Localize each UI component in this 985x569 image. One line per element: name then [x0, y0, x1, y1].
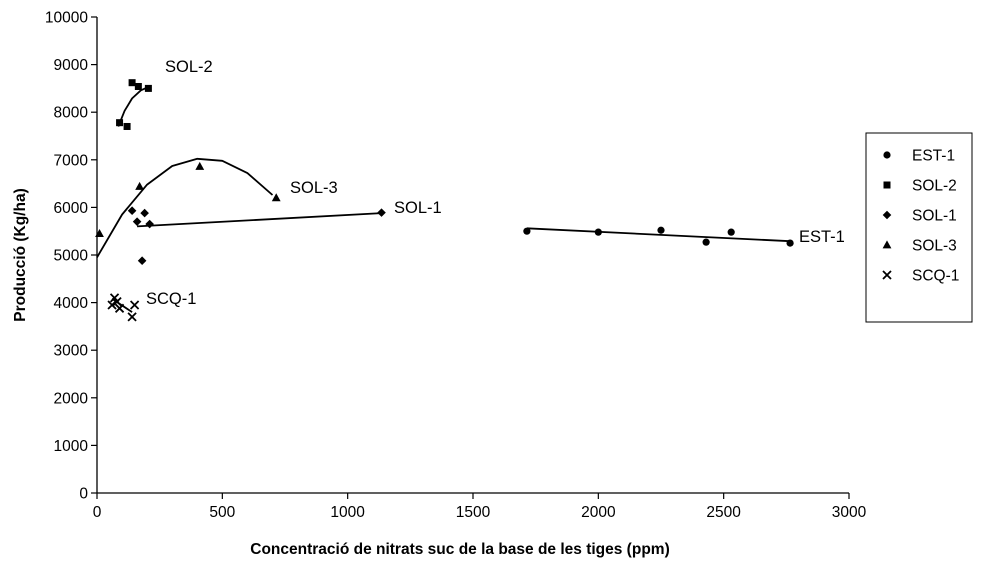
- point-scq-1: [114, 303, 125, 313]
- legend-label-scq-1: SCQ-1: [912, 268, 959, 285]
- point-sol-3: [95, 228, 104, 237]
- point-sol-1: [132, 217, 142, 226]
- point-sol-1: [137, 256, 147, 266]
- trendline-sol-3: [96, 157, 274, 258]
- trend-lines: [96, 85, 791, 313]
- y-tick-label: 1000: [54, 438, 89, 455]
- y-tick-label: 4000: [54, 295, 89, 312]
- series-label-sol-2: SOL-2: [165, 58, 213, 76]
- x-tick-label: 2500: [706, 504, 741, 521]
- axes: 0 500 1000 1500 2000 2500 3000 0 1000 2000 3000 400…: [45, 10, 867, 522]
- y-tick-label: 9000: [54, 57, 89, 74]
- legend-marker-sol-1: [882, 210, 892, 220]
- point-est-1: [594, 228, 602, 236]
- point-sol-2: [134, 82, 142, 90]
- point-sol-1: [140, 208, 149, 218]
- point-est-1: [786, 239, 794, 247]
- point-sol-3: [195, 161, 205, 170]
- y-tick-label: 5000: [54, 248, 89, 265]
- y-tick-label: 7000: [54, 152, 89, 169]
- trendline-sol-2: [117, 85, 150, 127]
- point-sol-2: [116, 119, 124, 127]
- series-label-sol-1: SOL-1: [394, 199, 442, 217]
- legend: EST-1 SOL-2 SOL-1 SOL-3 SCQ-1: [865, 132, 973, 323]
- y-tick-label: 8000: [54, 105, 89, 122]
- legend-marker-sol-3: [882, 240, 892, 249]
- point-scq-1: [129, 300, 140, 310]
- legend-label-sol-2: SOL-2: [912, 178, 957, 195]
- point-est-1: [523, 227, 531, 235]
- point-sol-1: [145, 219, 154, 229]
- y-tick-label: 2000: [54, 390, 89, 407]
- legend-label-est-1: EST-1: [912, 148, 955, 165]
- x-tick-label: 3000: [832, 504, 867, 521]
- point-est-1: [657, 226, 665, 234]
- point-est-1: [702, 238, 710, 246]
- y-tick-label: 0: [79, 486, 88, 503]
- series-labels: EST-1 SOL-2 SOL-1 SOL-3 SCQ-1: [146, 58, 845, 308]
- x-tick-label: 0: [93, 504, 102, 521]
- point-sol-2: [144, 84, 152, 92]
- y-tick-label: 10000: [45, 10, 88, 27]
- point-scq-1: [112, 297, 122, 307]
- legend-box: [865, 132, 973, 323]
- x-axis-title: Concentració de nitrats suc de la base d…: [250, 541, 669, 558]
- legend-marker-sol-2: [883, 181, 891, 189]
- x-tick-label: 1000: [330, 504, 365, 521]
- point-sol-1: [377, 208, 386, 217]
- x-tick-label: 500: [209, 504, 235, 521]
- legend-items: EST-1 SOL-2 SOL-1 SOL-3 SCQ-1: [882, 148, 959, 285]
- series-label-sol-3: SOL-3: [290, 179, 338, 197]
- point-sol-3: [135, 181, 145, 190]
- data-points: [95, 79, 794, 322]
- y-tick-label: 6000: [54, 200, 89, 217]
- legend-label-sol-3: SOL-3: [912, 238, 957, 255]
- trendline-est-1: [526, 227, 791, 243]
- x-tick-label: 1500: [456, 504, 491, 521]
- x-tick-label: 2000: [581, 504, 616, 521]
- point-scq-1: [127, 312, 137, 322]
- legend-label-sol-1: SOL-1: [912, 208, 957, 225]
- point-scq-1: [107, 300, 117, 310]
- trendline-sol-1: [137, 212, 382, 228]
- point-sol-3: [271, 193, 281, 202]
- y-tick-label: 3000: [54, 343, 89, 360]
- point-sol-1: [127, 206, 137, 216]
- legend-marker-scq-1: [882, 270, 892, 280]
- y-axis-title: Producció (Kg/ha): [12, 188, 29, 321]
- series-label-scq-1: SCQ-1: [146, 290, 196, 308]
- point-sol-2: [123, 122, 131, 130]
- legend-marker-est-1: [883, 151, 891, 159]
- point-est-1: [727, 228, 735, 236]
- point-sol-2: [128, 79, 136, 87]
- series-label-est-1: EST-1: [799, 228, 845, 246]
